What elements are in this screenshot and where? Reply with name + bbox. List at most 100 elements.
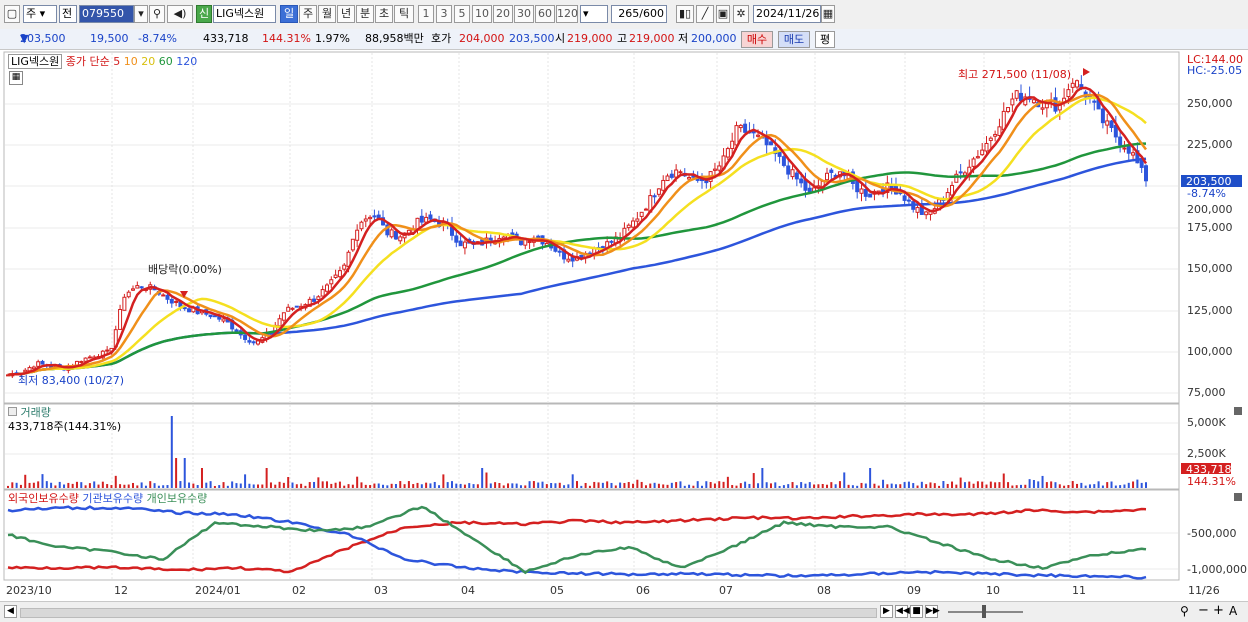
volume-bar <box>338 481 341 488</box>
candle-body <box>687 177 692 180</box>
volume-bar <box>231 481 234 488</box>
volume-bar <box>369 485 372 488</box>
window-icon[interactable]: ▢ <box>4 5 20 23</box>
candle-body <box>669 173 674 178</box>
date-input[interactable]: 2024/11/26 <box>753 5 821 23</box>
volume-bar <box>735 485 738 488</box>
volume-bar <box>757 483 760 488</box>
font-size-icon[interactable]: A <box>1229 604 1238 618</box>
open-price: 219,000 <box>567 32 613 45</box>
volume-bar <box>205 482 208 488</box>
interval-1-button[interactable]: 1 <box>418 5 434 23</box>
volume-bar <box>364 484 367 488</box>
interval-10-button[interactable]: 10 <box>472 5 492 23</box>
scroll-bar[interactable]: ◀ ▶ ◀◀ ■ ▶▶ ⚲ − + A <box>0 601 1248 622</box>
volume-bar <box>1114 485 1117 488</box>
search-icon[interactable]: ⚲ <box>149 5 165 23</box>
volume-bar <box>718 481 721 488</box>
interval-120-button[interactable]: 120 <box>556 5 578 23</box>
forward-icon[interactable]: ▶▶ <box>925 605 940 618</box>
volume-bar <box>300 483 303 488</box>
volume-bar <box>782 485 785 488</box>
candle-body <box>105 349 110 352</box>
stop-icon[interactable]: ■ <box>910 605 923 618</box>
save-icon[interactable]: ▣ <box>716 5 730 23</box>
period-second-button[interactable]: 초 <box>375 5 393 23</box>
stock-name-field[interactable]: LIG넥스원 <box>213 5 276 23</box>
candle-body <box>652 195 657 198</box>
volume-close-icon[interactable] <box>1234 407 1242 415</box>
sound-icon[interactable]: ◀) <box>167 5 193 23</box>
volume-bar <box>80 482 83 488</box>
volume-bar <box>821 484 824 488</box>
period-day-button[interactable]: 일 <box>280 5 298 23</box>
volume-bar <box>1140 482 1143 488</box>
prev-select[interactable]: 전 <box>59 5 77 23</box>
volume-bar <box>894 484 897 488</box>
month-grid <box>111 53 1071 580</box>
toolbar: ▢ 주 ▾ 전 079550 ▾ ⚲ ◀) 신 LIG넥스원 일 주 월 년 분… <box>0 0 1248 30</box>
volume-bar <box>951 481 954 488</box>
period-select[interactable]: 주 ▾ <box>23 5 57 23</box>
volume-bar <box>472 484 475 488</box>
draw-tool-icon[interactable]: ╱ <box>696 5 714 23</box>
period-tick-button[interactable]: 틱 <box>394 5 414 23</box>
rewind-icon[interactable]: ◀◀ <box>895 605 910 618</box>
volume-bar <box>532 481 535 488</box>
candle-body <box>1139 160 1144 168</box>
volume-bar <box>274 484 277 488</box>
interval-5-button[interactable]: 5 <box>454 5 470 23</box>
volume-toggle-icon[interactable] <box>8 407 17 416</box>
volume-bar <box>196 485 199 488</box>
code-input[interactable]: 079550 <box>79 5 134 23</box>
code-dropdown-icon[interactable]: ▾ <box>134 5 148 23</box>
candle-body <box>329 279 334 285</box>
volume-bar <box>765 482 768 488</box>
candle-body <box>984 142 989 152</box>
zoom-in-icon[interactable]: + <box>1213 603 1224 618</box>
volume-bar <box>834 484 837 488</box>
period-year-button[interactable]: 년 <box>337 5 355 23</box>
interval-20-button[interactable]: 20 <box>493 5 513 23</box>
period-month-button[interactable]: 월 <box>318 5 336 23</box>
eval-button[interactable]: 평 <box>815 31 835 48</box>
candle-body <box>807 187 812 193</box>
interval-30-button[interactable]: 30 <box>514 5 534 23</box>
period-week-button[interactable]: 주 <box>299 5 317 23</box>
grid-toggle-icon[interactable]: ▦ <box>9 71 23 85</box>
scroll-track[interactable] <box>20 608 877 618</box>
candle-body <box>324 284 329 292</box>
count-input[interactable]: 265/600 <box>611 5 667 23</box>
zoom-search-icon[interactable]: ⚲ <box>1180 604 1189 618</box>
volume-bar <box>744 481 747 488</box>
interval-3-button[interactable]: 3 <box>436 5 452 23</box>
sell-button[interactable]: 매도 <box>778 31 810 48</box>
candle-body <box>1040 107 1045 110</box>
volume-bar <box>748 483 751 488</box>
interval-custom-select[interactable]: ▾ <box>580 5 608 23</box>
zoom-slider-handle[interactable] <box>982 605 986 618</box>
candle-body <box>639 211 644 217</box>
calendar-icon[interactable]: ▦ <box>821 5 835 23</box>
candle-body <box>1105 120 1110 126</box>
x-label-02: 02 <box>292 584 306 597</box>
buy-button[interactable]: 매수 <box>741 31 773 48</box>
volume-bar <box>1106 482 1109 488</box>
volume-bar <box>938 485 941 488</box>
volume-bar <box>808 482 811 488</box>
period-minute-button[interactable]: 분 <box>356 5 374 23</box>
holdings-close-icon[interactable] <box>1234 493 1242 501</box>
volume-bar <box>537 482 540 488</box>
zoom-out-icon[interactable]: − <box>1198 603 1209 618</box>
gear-icon[interactable]: ✲ <box>733 5 749 23</box>
volume-bar <box>1097 481 1100 488</box>
scroll-left-icon[interactable]: ◀ <box>4 605 17 618</box>
interval-60-button[interactable]: 60 <box>535 5 555 23</box>
candle-type-icon[interactable]: ▮▯ <box>676 5 694 23</box>
volume-bar <box>282 482 285 488</box>
stock-title-box[interactable]: LIG넥스원 <box>8 54 63 69</box>
candle-body <box>165 294 170 300</box>
volume-bar <box>580 485 583 488</box>
play-icon[interactable]: ▶ <box>880 605 893 618</box>
